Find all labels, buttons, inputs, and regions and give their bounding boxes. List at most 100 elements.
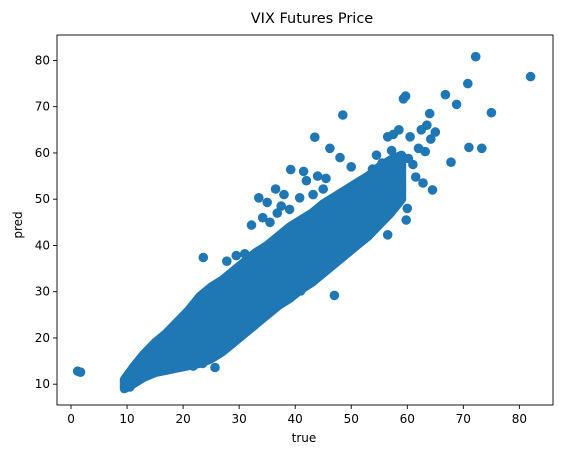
scatter-point [338, 110, 348, 120]
y-tick-label: 60 [35, 146, 50, 160]
scatter-point [391, 178, 401, 188]
scatter-point [402, 203, 413, 214]
scatter-point [340, 226, 351, 237]
scatter-point [363, 192, 373, 202]
scatter-point [349, 210, 359, 221]
scatter-point [147, 347, 158, 358]
y-tick-label: 80 [35, 53, 50, 67]
y-tick-label: 40 [35, 238, 50, 252]
scatter-point [251, 266, 261, 276]
x-tick-label: 0 [67, 412, 75, 426]
scatter-point [326, 219, 337, 230]
scatter-point [371, 150, 382, 160]
scatter-point [424, 108, 435, 119]
scatter-point [525, 71, 536, 82]
scatter-point [382, 230, 393, 240]
plot-area [72, 51, 536, 394]
scatter-point [427, 185, 438, 195]
scatter-point [321, 173, 331, 184]
scatter-point [197, 358, 208, 369]
scatter-point [354, 199, 365, 209]
scatter-point [228, 321, 239, 331]
scatter-point [317, 245, 327, 255]
scatter-point [237, 282, 247, 292]
scatter-point [368, 201, 379, 211]
scatter-point [285, 164, 296, 175]
scatter-point [352, 231, 362, 241]
scatter-point [347, 221, 358, 231]
scatter-point [401, 215, 412, 225]
scatter-point [246, 220, 257, 230]
scatter-point [318, 184, 329, 194]
scatter-point [137, 352, 148, 363]
scatter-point [430, 127, 441, 137]
scatter-point [420, 146, 431, 157]
scatter-point [154, 338, 165, 349]
scatter-point [418, 178, 428, 188]
scatter-point [367, 164, 378, 174]
scatter-point [325, 143, 335, 154]
x-tick-label: 60 [400, 412, 415, 426]
scatter-point [329, 290, 340, 301]
scatter-point [265, 217, 275, 228]
x-tick-label: 20 [175, 412, 190, 426]
scatter-point [169, 325, 180, 336]
scatter-point [400, 91, 411, 101]
y-tick-label: 70 [35, 100, 50, 114]
scatter-point [403, 153, 414, 164]
scatter-point [214, 338, 225, 349]
scatter-point [298, 166, 309, 177]
scatter-point [332, 238, 343, 248]
y-axis-label: pred [11, 211, 25, 238]
scatter-point [284, 204, 295, 215]
scatter-point [446, 157, 456, 167]
scatter-point [486, 107, 497, 118]
scatter-point [294, 193, 305, 203]
scatter-point [198, 252, 209, 263]
scatter-point [416, 125, 427, 135]
scatter-point [161, 331, 172, 341]
scatter-point [346, 162, 357, 172]
scatter-point [394, 125, 404, 135]
y-tick-label: 30 [35, 285, 50, 299]
scatter-point [405, 132, 415, 142]
scatter-point [335, 152, 345, 163]
y-tick-label: 50 [35, 192, 50, 206]
scatter-point [410, 172, 421, 182]
scatter-point [301, 175, 312, 186]
scatter-point [276, 201, 287, 211]
scatter-point [208, 346, 218, 356]
scatter-point [426, 134, 436, 144]
scatter-point [270, 184, 281, 194]
x-tick-label: 10 [119, 412, 134, 426]
scatter-point [380, 182, 390, 193]
scatter-point [304, 259, 315, 269]
scatter-point [178, 320, 188, 330]
scatter-point [259, 301, 270, 312]
scatter-point [282, 293, 292, 304]
scatter-point [463, 78, 473, 89]
scatter-point [248, 307, 258, 318]
scatter-point [360, 175, 371, 186]
scatter-point [210, 362, 220, 373]
scatter-point [310, 132, 320, 142]
scatter-point [464, 142, 474, 153]
x-tick-label: 30 [232, 412, 247, 426]
scatter-point [222, 256, 232, 267]
scatter-point [321, 254, 331, 265]
scatter-point [268, 298, 278, 309]
scatter-point [279, 189, 289, 200]
scatter-point [203, 307, 214, 318]
x-axis-label: true [292, 431, 317, 445]
scatter-point [123, 378, 133, 389]
scatter-point [386, 145, 397, 156]
scatter-point [262, 197, 273, 208]
scatter-point [312, 171, 323, 181]
scatter-point [188, 361, 198, 371]
scatter-point [75, 367, 86, 378]
scatter-point [343, 194, 354, 204]
scatter-point [308, 189, 318, 200]
scatter-point [440, 89, 451, 100]
